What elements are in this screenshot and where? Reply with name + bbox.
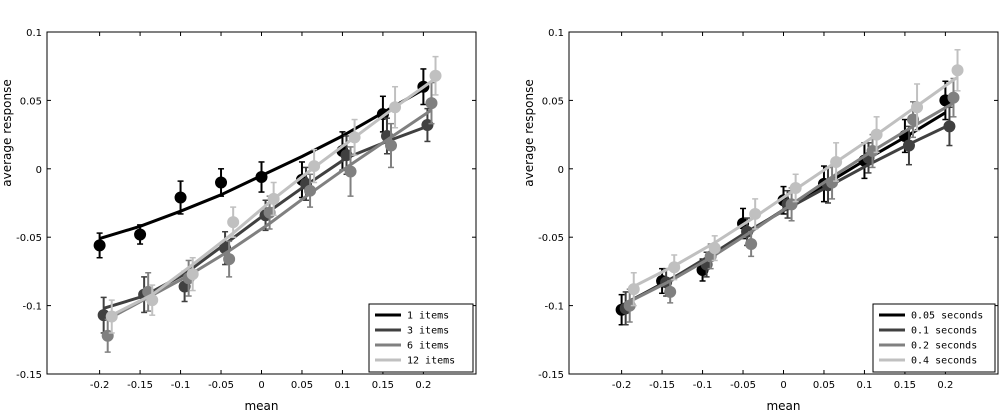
x-tick-label: -0.2 <box>612 380 632 391</box>
data-point <box>134 228 147 241</box>
y-tick-label: 0.1 <box>548 28 564 39</box>
data-point <box>664 285 677 298</box>
y-tick-label: 0 <box>558 165 564 176</box>
data-point <box>866 145 879 158</box>
data-point <box>907 113 920 126</box>
x-tick-label: 0.2 <box>415 380 431 391</box>
y-tick-label: 0.05 <box>542 96 564 107</box>
x-axis-label: mean <box>244 399 278 413</box>
y-tick-label: -0.15 <box>538 370 564 381</box>
data-point <box>146 294 159 307</box>
x-tick-label: 0 <box>780 380 786 391</box>
series-3 <box>627 49 964 307</box>
x-tick-label: 0.1 <box>856 380 872 391</box>
y-tick-label: -0.1 <box>22 302 42 313</box>
y-axis-label: average response <box>0 79 14 186</box>
left-panel: -0.2 -0.15 -0.1 -0.05 0 0.05 0.1 0.15 0.2 -0.15 -0… <box>0 28 477 413</box>
x-tick-label: 0.15 <box>894 380 916 391</box>
data-point <box>223 253 236 266</box>
data-point <box>627 283 640 296</box>
x-tick-label: -0.15 <box>649 380 675 391</box>
data-point <box>951 64 964 77</box>
legend-label: 12 items <box>407 356 455 367</box>
legend-label: 0.05 seconds <box>911 311 983 322</box>
data-point <box>255 171 268 184</box>
y-tick-label: -0.05 <box>538 233 564 244</box>
x-tick-label: 0.15 <box>372 380 394 391</box>
x-tick-label: -0.2 <box>90 380 110 391</box>
data-point <box>911 101 924 114</box>
data-point <box>385 139 398 152</box>
data-point <box>105 310 118 323</box>
legend-label: 6 items <box>407 341 449 352</box>
series-2 <box>623 77 960 323</box>
y-tick-label: -0.15 <box>16 370 42 381</box>
data-point <box>267 192 280 205</box>
x-tick-label: -0.1 <box>171 380 191 391</box>
y-tick-label: 0.05 <box>20 96 42 107</box>
data-point <box>826 176 839 189</box>
x-axis-label: mean <box>766 399 800 413</box>
data-point <box>947 91 960 104</box>
data-point <box>943 120 956 133</box>
data-point <box>708 242 721 255</box>
data-point <box>227 216 240 229</box>
x-tick-label: -0.05 <box>730 380 756 391</box>
y-tick-label: -0.1 <box>544 302 564 313</box>
y-axis-label: average response <box>522 79 536 186</box>
data-point <box>870 128 883 141</box>
data-point <box>348 131 361 144</box>
data-point <box>425 97 438 110</box>
x-tick-label: 0.1 <box>334 380 350 391</box>
legend-label: 0.2 seconds <box>911 341 977 352</box>
legend-label: 3 items <box>407 326 449 337</box>
legend-label: 0.4 seconds <box>911 356 977 367</box>
y-tick-label: 0.1 <box>26 28 42 39</box>
legend: 1 items 3 items 6 items 12 items <box>368 303 474 373</box>
x-tick-label: -0.1 <box>693 380 713 391</box>
data-point <box>304 184 317 197</box>
x-tick-label: 0.2 <box>937 380 953 391</box>
x-tick-label: -0.05 <box>208 380 234 391</box>
data-point <box>749 207 762 220</box>
data-point <box>902 139 915 152</box>
data-point <box>344 165 357 178</box>
data-point <box>215 176 228 189</box>
right-panel: -0.2 -0.15 -0.1 -0.05 0 0.05 0.1 0.15 0.2 -0.15 -0… <box>522 28 999 413</box>
data-point <box>174 191 187 204</box>
data-point <box>308 160 321 173</box>
data-point <box>429 69 442 82</box>
data-point <box>668 261 681 274</box>
y-tick-label: -0.05 <box>16 233 42 244</box>
data-point <box>93 239 106 252</box>
x-tick-label: 0 <box>258 380 264 391</box>
data-point <box>389 101 402 114</box>
legend-label: 0.1 seconds <box>911 326 977 337</box>
legend: 0.05 seconds 0.1 seconds 0.2 seconds 0.4 se… <box>872 303 996 373</box>
data-point <box>186 268 199 281</box>
series-2 <box>101 81 438 353</box>
x-tick-label: -0.15 <box>127 380 153 391</box>
data-point <box>421 119 434 132</box>
data-point <box>789 181 802 194</box>
x-tick-label: 0.05 <box>813 380 835 391</box>
y-tick-label: 0 <box>36 165 42 176</box>
data-point <box>830 155 843 168</box>
legend-label: 1 items <box>407 311 449 322</box>
series-3 <box>105 55 442 334</box>
data-point <box>745 238 758 251</box>
x-tick-label: 0.05 <box>291 380 313 391</box>
